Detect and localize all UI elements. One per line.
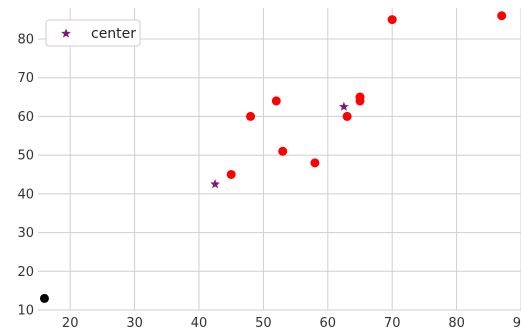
legend-box <box>45 19 141 47</box>
legend-label: center <box>91 26 136 42</box>
y-tick-label: 70 <box>17 71 34 86</box>
x-tick-label: 70 <box>384 316 401 331</box>
data-point <box>246 111 256 121</box>
data-points <box>39 11 507 303</box>
center-point <box>339 101 349 111</box>
legend-star-marker <box>61 28 71 38</box>
data-point <box>39 293 49 303</box>
data-point <box>226 169 236 179</box>
y-tick-label: 80 <box>17 32 34 47</box>
x-tick-label: 90 <box>513 316 521 331</box>
data-point <box>355 92 365 102</box>
y-tick-label: 50 <box>17 149 34 164</box>
grid <box>38 8 521 311</box>
y-tick-label: 10 <box>17 304 34 319</box>
x-tick-label: 60 <box>320 316 337 331</box>
x-tick-label: 80 <box>448 316 465 331</box>
data-point <box>278 146 288 156</box>
y-tick-labels: 10 20 30 40 50 60 70 80 <box>17 32 34 318</box>
x-tick-label: 30 <box>126 316 143 331</box>
x-tick-label: 40 <box>191 316 208 331</box>
plot-area <box>38 8 521 310</box>
y-tick-label: 20 <box>17 265 34 280</box>
legend: center <box>45 19 141 47</box>
x-tick-label: 50 <box>255 316 272 331</box>
y-tick-label: 40 <box>17 187 34 202</box>
data-point <box>310 158 320 168</box>
x-tick-labels: 20 30 40 50 60 70 80 90 <box>62 316 521 331</box>
center-point <box>210 179 220 189</box>
data-point <box>387 15 397 25</box>
y-tick-label: 30 <box>17 226 34 241</box>
y-tick-label: 60 <box>17 110 34 125</box>
x-tick-label: 20 <box>62 316 79 331</box>
data-point <box>271 96 281 106</box>
data-point <box>497 11 507 21</box>
data-point <box>342 111 352 121</box>
